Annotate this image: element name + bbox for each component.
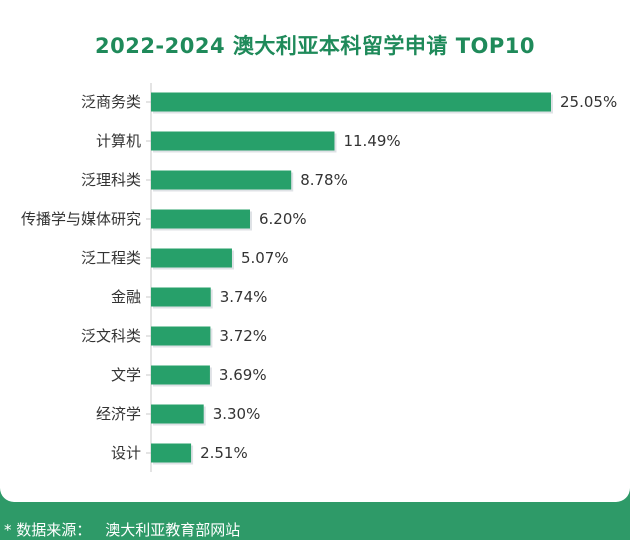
chart-title: 2022-2024 澳大利亚本科留学申请 TOP10 xyxy=(94,34,536,58)
category-label: 传播学与媒体研究 xyxy=(21,210,141,228)
value-label: 3.72% xyxy=(219,327,267,345)
bar xyxy=(151,326,211,346)
bar xyxy=(151,131,335,151)
data-source-note: * 数据来源： 澳大利亚教育部网站 xyxy=(4,519,240,540)
bar xyxy=(151,404,204,424)
data-source-value: 澳大利亚教育部网站 xyxy=(105,521,241,539)
value-label: 5.07% xyxy=(241,249,289,267)
bar xyxy=(151,365,210,385)
value-label: 25.05% xyxy=(560,93,617,111)
category-label: 泛商务类 xyxy=(81,93,141,111)
category-label: 设计 xyxy=(111,444,141,462)
data-source-label: * 数据来源： xyxy=(4,521,92,539)
value-label: 3.30% xyxy=(213,405,261,423)
category-label: 泛工程类 xyxy=(81,249,141,267)
value-label: 11.49% xyxy=(343,132,400,150)
bar-chart: 泛商务类 25.05% 计算机 11.49% 泛理科类 8.78% 传播学与媒体研究 6.20… xyxy=(21,83,617,472)
bar xyxy=(151,170,292,190)
category-label: 计算机 xyxy=(96,132,141,150)
bar xyxy=(151,209,251,229)
value-label: 2.51% xyxy=(200,444,248,462)
value-label: 8.78% xyxy=(300,171,348,189)
category-label: 金融 xyxy=(111,288,141,306)
bar xyxy=(151,92,551,112)
chart-card: 2022-2024 澳大利亚本科留学申请 TOP10 xyxy=(0,0,630,502)
value-label: 6.20% xyxy=(259,210,307,228)
category-label: 文学 xyxy=(111,366,141,384)
bar xyxy=(151,248,232,268)
bar xyxy=(151,443,192,463)
value-label: 3.69% xyxy=(219,366,267,384)
bar xyxy=(151,287,211,307)
category-label: 泛理科类 xyxy=(81,171,141,189)
category-label: 经济学 xyxy=(96,405,141,423)
category-label: 泛文科类 xyxy=(81,327,141,345)
value-label: 3.74% xyxy=(220,288,268,306)
